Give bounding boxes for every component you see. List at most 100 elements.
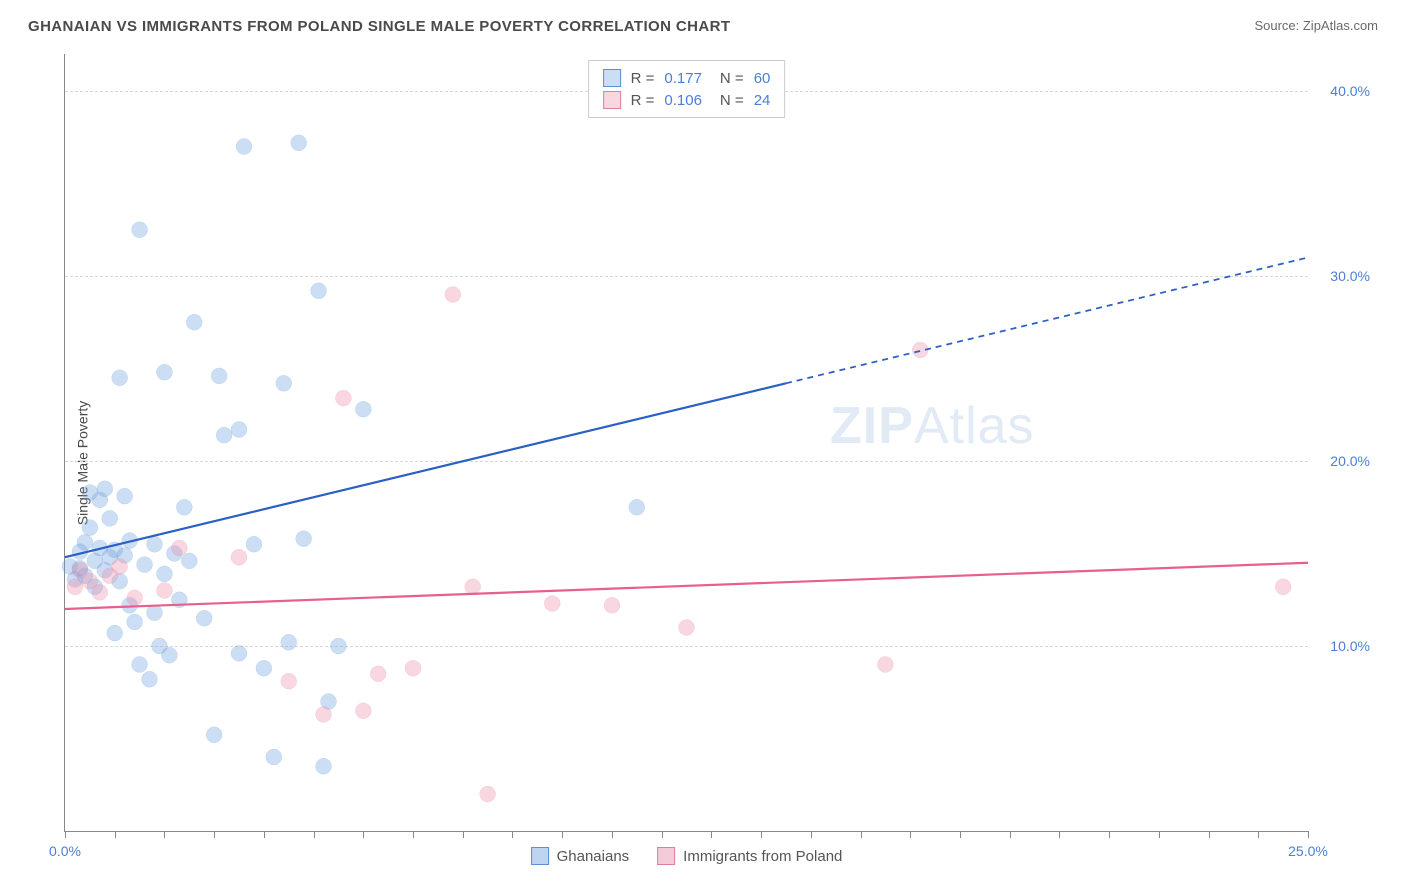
data-point — [405, 660, 421, 676]
data-point — [127, 590, 143, 606]
x-tick — [314, 831, 315, 838]
legend-swatch — [657, 847, 675, 865]
x-tick — [1308, 831, 1309, 838]
data-point — [291, 135, 307, 151]
data-point — [147, 605, 163, 621]
data-point — [112, 370, 128, 386]
x-tick-label: 0.0% — [49, 843, 81, 859]
data-point — [147, 536, 163, 552]
x-tick — [562, 831, 563, 838]
legend-label: Immigrants from Poland — [683, 848, 842, 865]
legend-swatch — [603, 69, 621, 87]
chart-container: Single Male Poverty ZIPAtlas R =0.177N =… — [28, 54, 1378, 872]
data-point — [276, 375, 292, 391]
data-point — [256, 660, 272, 676]
data-point — [480, 786, 496, 802]
series-legend: Ghanaians Immigrants from Poland — [531, 847, 843, 865]
data-point — [231, 549, 247, 565]
data-point — [216, 427, 232, 443]
data-point — [181, 553, 197, 569]
data-point — [266, 749, 282, 765]
x-tick — [164, 831, 165, 838]
data-point — [92, 584, 108, 600]
data-point — [296, 531, 312, 547]
data-point — [370, 666, 386, 682]
r-value: 0.106 — [664, 92, 702, 109]
y-tick-label: 20.0% — [1330, 453, 1370, 469]
legend-label: Ghanaians — [557, 848, 630, 865]
x-tick — [612, 831, 613, 838]
data-point — [335, 390, 351, 406]
legend-row: R =0.106N =24 — [603, 89, 771, 111]
chart-title: GHANAIAN VS IMMIGRANTS FROM POLAND SINGL… — [28, 18, 730, 35]
data-point — [102, 510, 118, 526]
data-point — [67, 579, 83, 595]
x-tick — [1059, 831, 1060, 838]
data-point — [211, 368, 227, 384]
x-tick — [711, 831, 712, 838]
data-point — [122, 533, 138, 549]
x-tick — [960, 831, 961, 838]
data-point — [127, 614, 143, 630]
data-point — [281, 634, 297, 650]
legend-item: Ghanaians — [531, 847, 630, 865]
data-point — [246, 536, 262, 552]
x-tick — [413, 831, 414, 838]
n-label: N = — [720, 92, 744, 109]
data-point — [132, 657, 148, 673]
data-point — [604, 597, 620, 613]
x-tick — [363, 831, 364, 838]
x-tick — [214, 831, 215, 838]
data-point — [877, 657, 893, 673]
x-tick — [662, 831, 663, 838]
x-tick — [115, 831, 116, 838]
data-point — [445, 287, 461, 303]
data-point — [231, 422, 247, 438]
data-point — [161, 647, 177, 663]
data-point — [196, 610, 212, 626]
x-tick — [910, 831, 911, 838]
x-tick — [512, 831, 513, 838]
data-point — [117, 488, 133, 504]
data-point — [281, 673, 297, 689]
y-tick-label: 30.0% — [1330, 268, 1370, 284]
y-tick-label: 40.0% — [1330, 83, 1370, 99]
data-point — [912, 342, 928, 358]
x-tick — [1109, 831, 1110, 838]
x-tick — [1258, 831, 1259, 838]
x-tick — [1010, 831, 1011, 838]
r-value: 0.177 — [664, 70, 702, 87]
x-tick — [1209, 831, 1210, 838]
n-label: N = — [720, 70, 744, 87]
data-point — [82, 520, 98, 536]
data-point — [171, 592, 187, 608]
legend-item: Immigrants from Poland — [657, 847, 842, 865]
legend-row: R =0.177N =60 — [603, 67, 771, 89]
data-point — [97, 481, 113, 497]
data-point — [330, 638, 346, 654]
data-point — [156, 566, 172, 582]
scatter-points-layer — [65, 54, 1308, 831]
data-point — [1275, 579, 1291, 595]
n-value: 24 — [754, 92, 771, 109]
data-point — [316, 706, 332, 722]
data-point — [629, 499, 645, 515]
data-point — [355, 703, 371, 719]
data-point — [206, 727, 222, 743]
x-tick — [1159, 831, 1160, 838]
data-point — [156, 583, 172, 599]
data-point — [77, 534, 93, 550]
x-tick — [463, 831, 464, 838]
data-point — [142, 671, 158, 687]
data-point — [171, 540, 187, 556]
x-tick-label: 25.0% — [1288, 843, 1328, 859]
x-tick — [264, 831, 265, 838]
x-tick — [761, 831, 762, 838]
correlation-legend: R =0.177N =60R =0.106N =24 — [588, 60, 786, 118]
data-point — [107, 625, 123, 641]
data-point — [132, 222, 148, 238]
data-point — [544, 595, 560, 611]
data-point — [186, 314, 202, 330]
legend-swatch — [531, 847, 549, 865]
data-point — [137, 557, 153, 573]
